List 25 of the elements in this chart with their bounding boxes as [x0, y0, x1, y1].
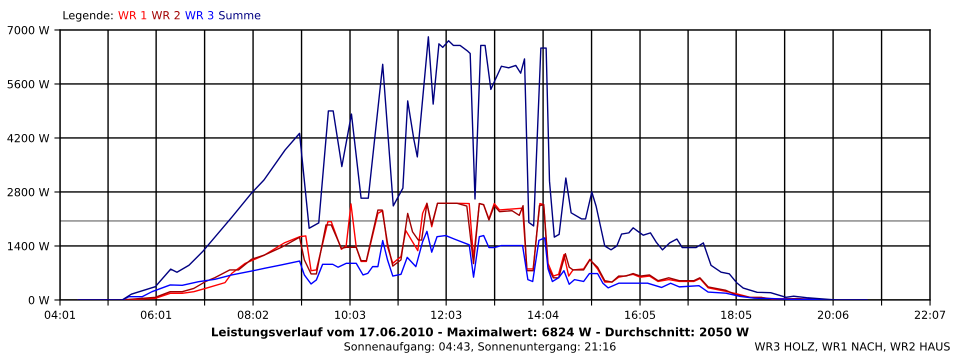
text: WR 2: [152, 11, 180, 20]
text: Leistungsverlauf vom 17.06.2010 - Maximalwert: 6824 W - Durchschnitt: 2050 W: [212, 327, 749, 339]
x-tick-label: 12:03: [431, 310, 462, 320]
y-tick-label: 2800 W: [8, 188, 50, 196]
y-tick-label: 7000 W: [8, 26, 50, 34]
x-tick-label: 04:01: [44, 310, 75, 320]
y-tick-label: 0 W: [28, 296, 50, 304]
legend-title: Legende:: [63, 10, 112, 22]
x-tick-label: 10:03: [335, 310, 366, 320]
text: WR 3: [185, 11, 214, 20]
x-tick-label: 18:05: [721, 310, 752, 320]
line-series: [78, 36, 868, 300]
text: Summe: [219, 11, 260, 20]
text: WR 1: [118, 11, 146, 20]
x-tick-label: 08:02: [238, 310, 268, 320]
y-tick-label: 5600 W: [8, 80, 50, 88]
y-tick-label: 4200 W: [7, 134, 50, 142]
x-tick-label: 14:04: [528, 310, 558, 320]
x-tick-label: 22:07: [914, 310, 946, 320]
x-tick-label: 16:05: [625, 310, 656, 320]
y-tick-label: 1400 W: [8, 242, 50, 250]
text: WR3 HOLZ, WR1 NACH, WR2 HAUS: [754, 342, 950, 352]
x-tick-label: 06:01: [140, 310, 172, 320]
text: Sonnenaufgang: 04:43, Sonnenuntergang: 21:16: [344, 342, 616, 353]
x-tick-label: 20:06: [818, 310, 848, 320]
